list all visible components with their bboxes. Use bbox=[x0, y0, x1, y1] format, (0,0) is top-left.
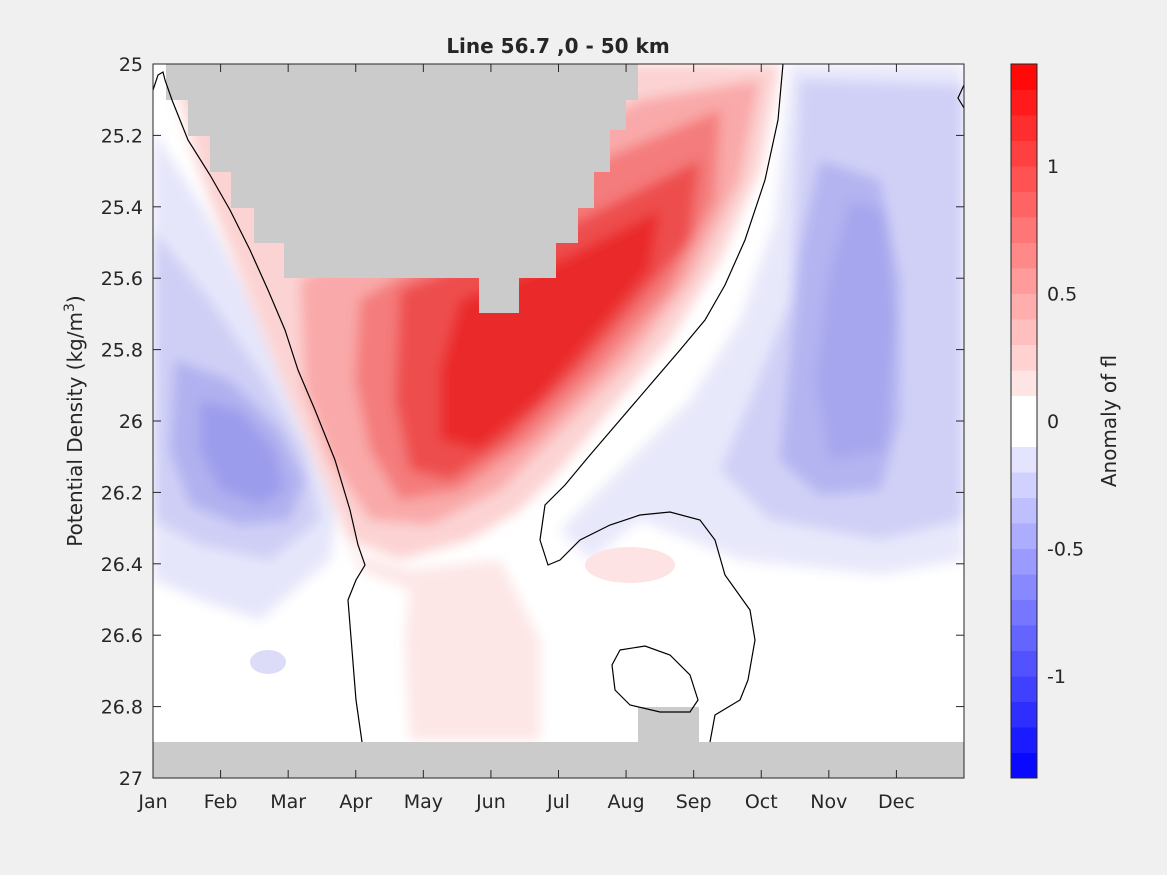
x-axis: Jan Feb Mar Apr May Jun Jul Aug Sep Oct Nov Dec bbox=[137, 64, 915, 813]
zero-contour-right bbox=[539, 64, 784, 743]
y-axis-label-main: Potential Density (kg/m bbox=[63, 312, 87, 547]
colorbar-bin bbox=[1011, 115, 1037, 141]
chart-title: Line 56.7 ,0 - 50 km bbox=[446, 34, 669, 58]
y-axis-label: Potential Density (kg/m3) bbox=[62, 295, 87, 546]
colorbar-bin bbox=[1011, 727, 1037, 753]
x-tick-label: Jun bbox=[475, 791, 506, 813]
y-tick-label: 25.2 bbox=[101, 125, 143, 147]
x-tick-label: Mar bbox=[270, 791, 306, 813]
x-tick-label: May bbox=[404, 791, 443, 813]
missing-data-notch bbox=[638, 707, 699, 743]
y-tick-label: 25.6 bbox=[101, 268, 143, 290]
colorbar-bin bbox=[1011, 650, 1037, 677]
colorbar-bin bbox=[1011, 548, 1037, 575]
x-tick-label: Apr bbox=[339, 791, 372, 813]
colorbar-bin bbox=[1011, 523, 1037, 549]
colorbar: 1 0.5 0 -0.5 -1 bbox=[1010, 63, 1084, 779]
colorbar-bin bbox=[1011, 140, 1037, 167]
negative-anomaly-region-autumn bbox=[560, 64, 964, 575]
colorbar-bin bbox=[1011, 166, 1037, 192]
y-axis: 25 25.2 25.4 25.6 25.8 26 26.2 26.4 26.6 26.8 27 bbox=[101, 54, 964, 790]
colorbar-bin bbox=[1011, 217, 1037, 243]
x-tick-label: Dec bbox=[878, 791, 915, 813]
x-tick-label: Jan bbox=[137, 791, 167, 813]
x-tick-label: Oct bbox=[745, 791, 778, 813]
colorbar-border bbox=[1010, 63, 1038, 779]
colorbar-bin bbox=[1011, 293, 1037, 320]
y-tick-label: 27 bbox=[119, 768, 143, 790]
y-tick-label: 26.2 bbox=[101, 482, 143, 504]
positive-anomaly-blob bbox=[585, 547, 675, 583]
colorbar-bin bbox=[1011, 472, 1037, 498]
colorbar-bin bbox=[1011, 752, 1037, 779]
colorbar-tick-label: 1 bbox=[1047, 156, 1059, 178]
colorbar-tick-label: 0.5 bbox=[1047, 284, 1077, 306]
colorbar-bin bbox=[1011, 574, 1037, 600]
colorbar-bin bbox=[1011, 701, 1037, 728]
colorbar-bin bbox=[1011, 421, 1037, 447]
colorbar-bin bbox=[1011, 625, 1037, 651]
colorbar-bin bbox=[1011, 446, 1037, 473]
y-axis-label-close: ) bbox=[63, 295, 87, 303]
colorbar-bin bbox=[1011, 89, 1037, 116]
y-tick-label: 26 bbox=[119, 411, 143, 433]
y-tick-label: 26.4 bbox=[101, 554, 143, 576]
colorbar-bin bbox=[1011, 319, 1037, 345]
colorbar-label: Anomaly of fl bbox=[1097, 355, 1121, 487]
colorbar-bin bbox=[1011, 344, 1037, 371]
x-tick-label: Sep bbox=[676, 791, 712, 813]
zero-contour-loop bbox=[611, 645, 699, 713]
colorbar-bin bbox=[1011, 395, 1037, 422]
y-tick-label: 25.4 bbox=[101, 197, 143, 219]
heatmap-field bbox=[153, 64, 964, 778]
y-tick-label: 25 bbox=[119, 54, 143, 76]
colorbar-bin bbox=[1011, 497, 1037, 524]
y-tick-label: 25.8 bbox=[101, 340, 143, 362]
x-tick-label: Jul bbox=[546, 791, 570, 813]
zero-contour-left bbox=[153, 71, 366, 743]
x-tick-label: Feb bbox=[204, 791, 238, 813]
colorbar-tick-label: -0.5 bbox=[1047, 539, 1084, 561]
colorbar-bin bbox=[1011, 599, 1037, 626]
colorbar-bin bbox=[1011, 268, 1037, 294]
negative-anomaly-blob bbox=[250, 650, 286, 674]
colorbar-bin bbox=[1011, 242, 1037, 269]
colorbar-bin bbox=[1011, 64, 1037, 90]
positive-anomaly-band bbox=[165, 64, 780, 740]
y-tick-label: 26.8 bbox=[101, 697, 143, 719]
colorbar-bin bbox=[1011, 191, 1037, 218]
colorbar-bin bbox=[1011, 370, 1037, 396]
plot-area bbox=[152, 63, 965, 779]
colorbar-tick-label: 0 bbox=[1047, 411, 1059, 433]
y-axis-label-sup: 3 bbox=[62, 303, 78, 312]
y-tick-label: 26.6 bbox=[101, 625, 143, 647]
x-tick-label: Nov bbox=[810, 791, 847, 813]
negative-anomaly-region-winter bbox=[153, 130, 340, 620]
colorbar-tick-label: -1 bbox=[1047, 666, 1066, 688]
zero-contour-corner bbox=[957, 84, 964, 109]
x-tick-label: Aug bbox=[608, 791, 645, 813]
missing-data-top bbox=[166, 64, 638, 313]
colorbar-bin bbox=[1011, 676, 1037, 702]
zero-contours bbox=[153, 64, 964, 743]
